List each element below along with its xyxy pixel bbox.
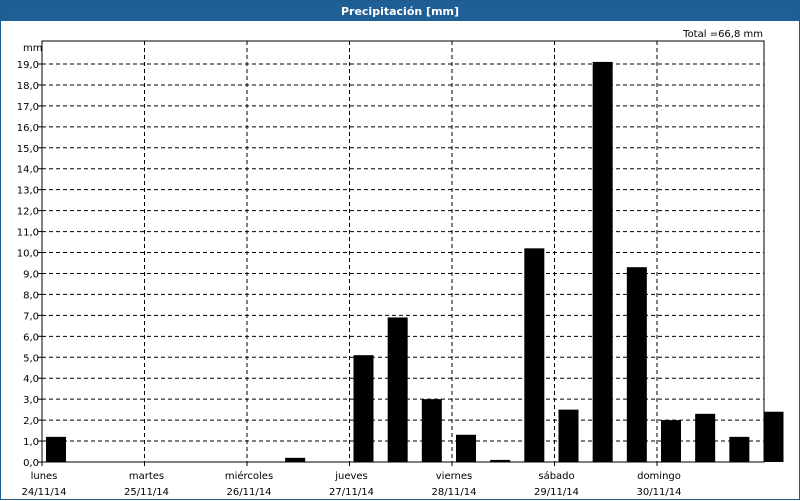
bar [626, 267, 647, 462]
y-tick-label: 10,0 [17, 249, 39, 260]
x-day-date: 27/11/14 [329, 487, 374, 498]
bar [46, 436, 66, 462]
x-day-date: 30/11/14 [637, 487, 682, 498]
x-day-date: 29/11/14 [534, 487, 579, 498]
y-tick-label: 15,0 [17, 144, 39, 155]
x-day-date: 25/11/14 [124, 487, 169, 498]
bar [592, 61, 613, 462]
bar [695, 413, 716, 462]
bar [421, 399, 442, 462]
bar [285, 457, 306, 462]
x-day-date: 28/11/14 [432, 487, 477, 498]
y-tick-label: 16,0 [17, 123, 39, 134]
x-day-name: viernes [436, 471, 472, 482]
bar-series [46, 61, 784, 462]
x-day-labels: lunes 24/11/14 martes 25/11/14 miércoles 26/1… [22, 462, 682, 498]
y-tick-label: 5,0 [23, 353, 39, 364]
y-tick-labels: 0,0 1,0 2,0 3,0 4,0 5,0 6,0 7,0 8,0 9,0 10,0 11,0 12… [17, 60, 42, 469]
bar [729, 436, 750, 462]
y-tick-label: 14,0 [17, 165, 39, 176]
y-tick-label: 13,0 [17, 186, 39, 197]
y-tick-label: 11,0 [17, 228, 39, 239]
bar [387, 317, 408, 462]
x-day-name: sábado [538, 470, 574, 482]
bar [490, 459, 511, 462]
y-tick-label: 12,0 [17, 207, 39, 218]
bar [456, 434, 476, 462]
x-day-name: jueves [334, 471, 368, 482]
chart-title: Precipitación [mm] [340, 4, 460, 18]
x-day-name: miércoles [225, 470, 273, 482]
y-tick-label: 4,0 [23, 374, 39, 385]
chart-title-bar: Precipitación [mm] [1, 1, 799, 21]
bar [558, 409, 579, 462]
y-tick-label: 8,0 [23, 290, 39, 301]
y-tick-label: 9,0 [23, 269, 39, 280]
y-tick-label: 0,0 [23, 458, 39, 469]
y-tick-label: 19,0 [17, 60, 39, 71]
y-tick-label: 18,0 [17, 81, 39, 92]
y-tick-label: 2,0 [23, 416, 39, 427]
bar [353, 355, 374, 462]
total-label: Total =66,8 mm [682, 29, 763, 40]
plot-frame [41, 40, 765, 463]
x-day-date: 24/11/14 [22, 487, 67, 498]
bar [661, 420, 681, 462]
y-tick-label: 1,0 [23, 437, 39, 448]
y-tick-label: 17,0 [17, 102, 39, 113]
x-day-name: martes [129, 471, 164, 482]
y-tick-label: 6,0 [23, 332, 39, 343]
bar [763, 411, 784, 462]
bar [524, 248, 545, 462]
x-day-name: domingo [637, 471, 681, 482]
y-tick-label: 3,0 [23, 395, 39, 406]
y-tick-label: 7,0 [23, 311, 39, 322]
x-day-name: lunes [31, 471, 58, 482]
x-day-date: 26/11/14 [227, 487, 272, 498]
y-axis-unit-label: mm [23, 43, 42, 54]
